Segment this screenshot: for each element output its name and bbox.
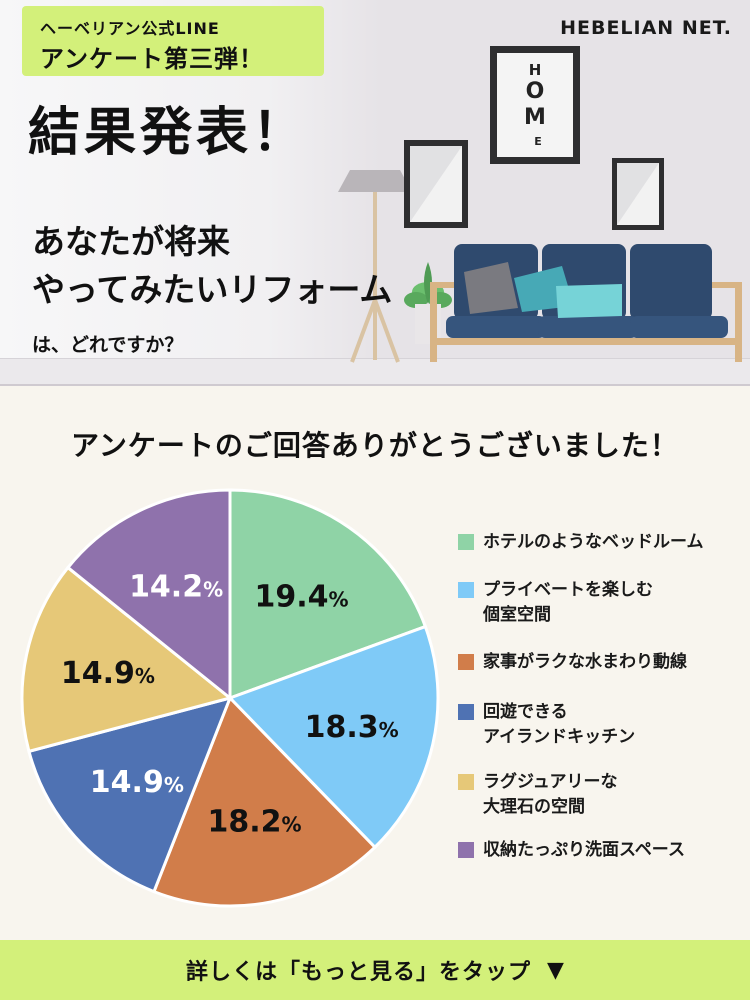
slice-value-label-3: 14.9% — [90, 765, 184, 800]
slice-value-label-5: 14.2% — [129, 569, 223, 604]
floor-lamp-icon — [338, 170, 412, 363]
poster-letter-h: H — [529, 61, 542, 79]
legend-item-3: 回遊できる アイランドキッチン — [458, 700, 748, 750]
survey-badge: ヘーベリアン公式LINE アンケート第三弾！ — [22, 6, 324, 76]
legend-swatch-3 — [458, 704, 474, 720]
legend-item-2: 家事がラクな水まわり動線 — [458, 650, 748, 675]
legend-swatch-5 — [458, 842, 474, 858]
pie-slice-3 — [27, 695, 233, 894]
question-line1: あなたが将来 — [32, 222, 230, 261]
living-room-illustration: H O M E — [338, 46, 742, 363]
pie-slice-2 — [152, 695, 377, 908]
more-cta-bar[interactable]: 詳しくは「もっと見る」をタップ ▼ — [0, 940, 750, 1000]
legend-swatch-1 — [458, 582, 474, 598]
badge-line2: アンケート第三弾！ — [40, 45, 265, 73]
pie-slice-1 — [227, 624, 440, 850]
brand-logo: HEBELIAN NET. — [560, 17, 732, 39]
legend-swatch-2 — [458, 654, 474, 670]
page-title: 結果発表！ — [28, 103, 309, 163]
section-divider — [0, 384, 750, 386]
pie-chart: 19.4% 18.3% 18.2% 14.9% 14.9% 14.2% — [20, 488, 440, 908]
legend-label-1: プライベートを楽しむ 個室空間 — [483, 580, 653, 625]
question-line2: やってみたいリフォーム — [32, 270, 393, 309]
question-line3: は、どれですか？ — [32, 334, 184, 356]
legend-label-0: ホテルのようなベッドルーム — [483, 532, 704, 552]
slice-value-label-4: 14.9% — [61, 656, 155, 691]
legend-item-1: プライベートを楽しむ 個室空間 — [458, 578, 748, 628]
legend-label-3: 回遊できる アイランドキッチン — [483, 702, 636, 747]
legend-swatch-4 — [458, 774, 474, 790]
legend-item-5: 収納たっぷり洗面スペース — [458, 838, 748, 863]
potted-plant-icon — [404, 262, 452, 344]
legend-label-2: 家事がラクな水まわり動線 — [483, 652, 687, 672]
home-poster-icon: H O M E — [490, 46, 580, 164]
thanks-heading: アンケートのご回答ありがとうございました！ — [71, 429, 679, 462]
slice-value-label-1: 18.3% — [305, 710, 399, 745]
legend-item-4: ラグジュアリーな 大理石の空間 — [458, 770, 748, 820]
legend-label-4: ラグジュアリーな 大理石の空間 — [483, 772, 618, 817]
picture-frame-right-icon — [612, 158, 664, 230]
poster-letter-o: O — [526, 79, 545, 104]
sofa-icon — [430, 244, 742, 362]
legend-label-5: 収納たっぷり洗面スペース — [483, 840, 685, 860]
triangle-down-icon[interactable]: ▼ — [547, 957, 564, 983]
pie-slice-5 — [65, 488, 232, 702]
pie-slice-4 — [20, 565, 234, 754]
more-cta-text[interactable]: 詳しくは「もっと見る」をタップ — [186, 960, 532, 985]
picture-frame-left-icon — [404, 140, 468, 228]
survey-question: あなたが将来 やってみたいリフォーム — [32, 218, 392, 314]
pie-slice-0 — [228, 488, 428, 701]
badge-line1: ヘーベリアン公式LINE — [40, 19, 220, 38]
hero-banner: H O M E — [0, 0, 750, 385]
slice-value-label-2: 18.2% — [208, 804, 302, 839]
legend-item-0: ホテルのようなベッドルーム — [458, 530, 748, 555]
legend-swatch-0 — [458, 534, 474, 550]
poster-letter-m: M — [524, 105, 546, 130]
poster-letter-e: E — [534, 135, 542, 148]
slice-value-label-0: 19.4% — [254, 580, 348, 615]
